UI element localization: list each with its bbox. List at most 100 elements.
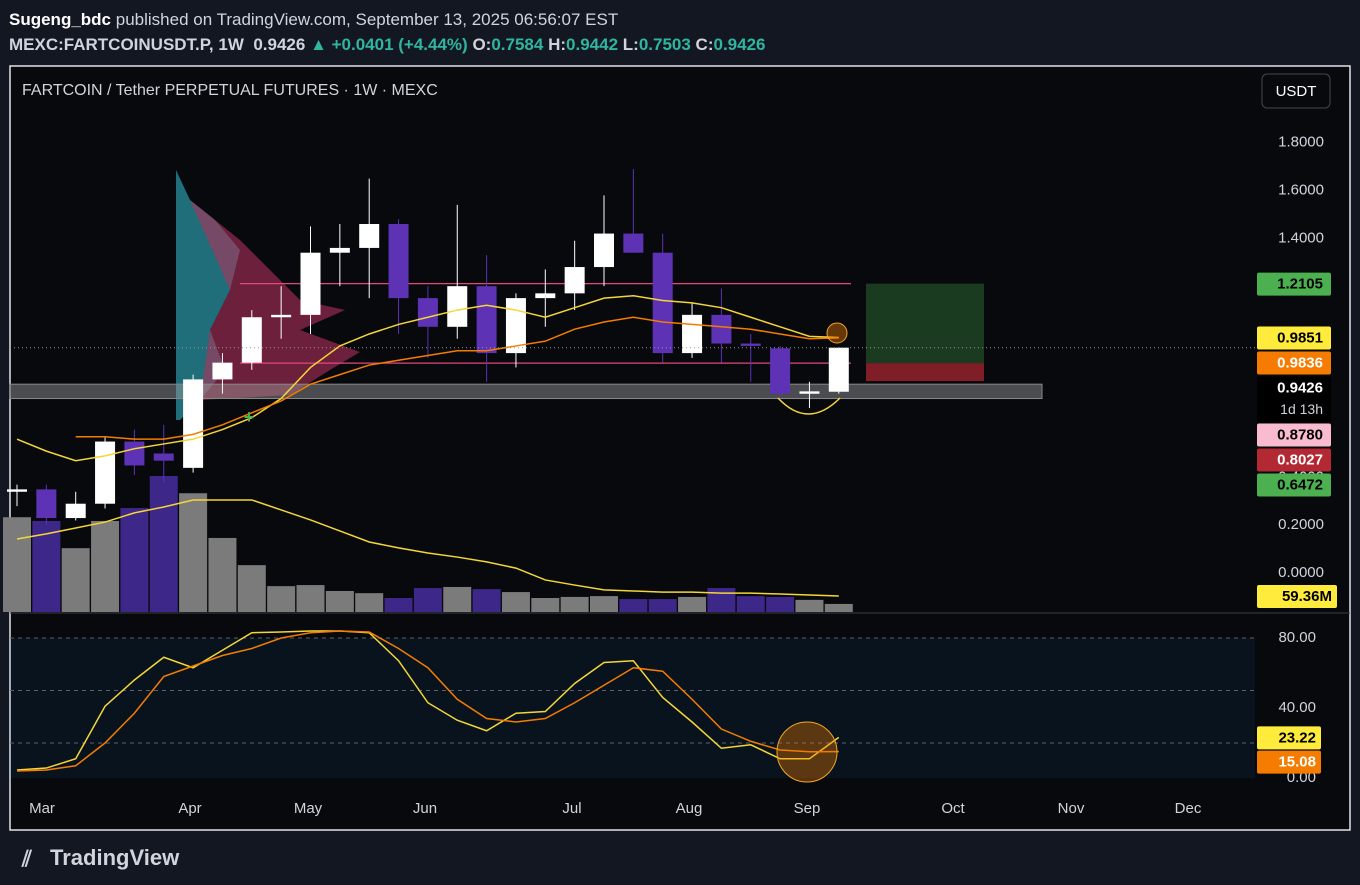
zone [9,383,1043,400]
y-tick-label: 0.0000 [1278,564,1324,581]
c-label: C: [695,35,714,54]
x-tick-label: Apr [178,800,201,817]
osc-line [16,630,840,771]
volume-bar [590,596,618,612]
currency-button[interactable] [1261,73,1331,109]
author: Sugeng_bdc [9,10,112,29]
y-tick-label: 1.8000 [1278,134,1324,151]
volume-bar [3,517,31,612]
o-label: O: [472,35,492,54]
l-label: L: [622,35,639,54]
change: ▲ +0.0401 (+4.44%) [310,35,468,54]
candle-body [359,224,380,248]
c: 0.9426 [713,35,766,54]
candle-body [682,314,703,354]
candle-body [799,391,820,394]
annotation-arc [777,397,841,415]
osc-label: 23.22 [1278,729,1316,746]
published: published on TradingView.com, September … [115,10,619,29]
volume-ma [16,499,839,597]
candle-body [300,252,321,315]
annotation-circle [776,721,838,783]
annotation-circle [826,322,848,344]
price-label: 0.9426 [1277,380,1323,397]
candle-body [535,293,556,299]
candle-body [65,503,86,519]
header: Sugeng_bdc published on TradingView.com,… [9,7,766,57]
candle-body [623,233,644,253]
volume-bar [267,586,296,612]
volume-bar [443,586,472,612]
volume-bar [237,565,266,612]
volume-bar [208,537,237,612]
price-label: 0.9836 [1277,355,1323,372]
last: 0.9426 [253,35,306,54]
candle-body [153,453,174,461]
candle-body [652,252,673,354]
candle-body [828,347,849,392]
osc-label: 15.08 [1278,754,1316,771]
volume-bar [560,596,589,612]
candle-body [7,489,27,492]
candle-body [241,317,262,363]
volume-bar [384,597,413,612]
price-label: 0.8027 [1277,452,1323,469]
currency[interactable]: USDT [1276,83,1317,100]
y-tick-label: 0.2000 [1278,516,1324,533]
volume-bar [120,508,149,612]
volume-bar [736,596,765,612]
candle-body [271,314,292,318]
price-label: 0.8780 [1277,427,1323,444]
volume-label-bg [1257,585,1337,609]
price-label-bg [1257,376,1331,423]
price-label-bg [1257,448,1331,472]
x-tick-label: Aug [676,800,703,817]
price-label: 0.9851 [1277,330,1323,347]
moving-average [16,294,839,462]
price-label-bg [1257,272,1331,296]
price-label: 0.6472 [1277,477,1323,494]
volume-bar [325,590,354,612]
price-label: 1.2105 [1277,276,1323,293]
volume-bar [648,599,677,612]
volume-bar [795,599,824,612]
volume-bar [355,593,384,612]
candle-body [388,224,409,299]
candle-body [417,298,438,327]
y-tick-label: 1.6000 [1278,182,1324,199]
volume-bar [619,599,648,612]
osc-tick-label: 80.00 [1278,629,1316,646]
candle-body [329,247,350,253]
candle-body [124,441,145,466]
o: 0.7584 [491,35,544,54]
volume-bar [531,597,560,612]
volume-bar [149,476,178,612]
osc-label-bg [1257,750,1321,774]
osc-tick-label: 40.00 [1278,699,1316,716]
moving-average [75,316,839,440]
volume-bar [413,588,442,612]
candle-body [183,379,204,468]
candle-body [594,233,614,268]
candle-body [36,489,57,519]
price-label-bg [1257,326,1331,350]
osc-band [10,637,1255,779]
footer-logo: ⫽ [21,846,33,871]
volume-bar [472,589,501,612]
x-tick-label: Oct [941,800,965,817]
signal: + [244,407,255,427]
h: 0.9442 [566,35,619,54]
candle-body [770,348,791,394]
volume-bar [678,596,707,612]
chart-frame [9,65,1351,831]
volume-bar [179,493,208,612]
h-label: H: [548,35,567,54]
symbol: MEXC:FARTCOINUSDT.P, 1W [9,35,244,54]
volume-bar [824,603,853,612]
volume-bar [91,520,120,612]
x-tick-label: Dec [1175,800,1202,817]
stop-zone [866,363,984,382]
volume-label: 59.36M [1282,588,1332,605]
